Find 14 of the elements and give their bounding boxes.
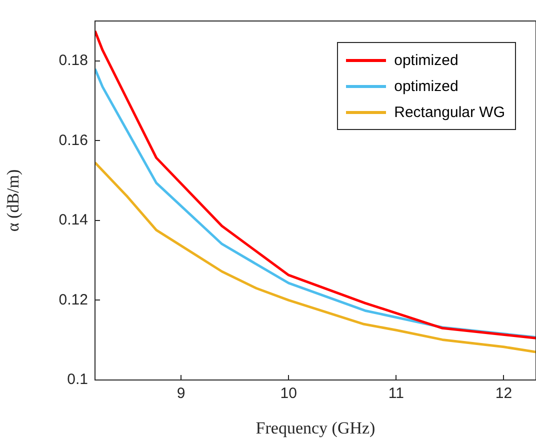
y-tick-label: 0.14: [58, 212, 88, 229]
x-tick-label: 10: [280, 385, 297, 402]
x-tick-label: 9: [176, 385, 186, 402]
x-tick-label: 11: [388, 385, 404, 402]
legend-label: optimized: [394, 78, 458, 94]
legend-label: optimized: [394, 52, 458, 68]
y-axis-title: α (dB/m): [4, 169, 23, 232]
y-tick-label: 0.12: [58, 291, 88, 308]
y-tick-label: 0.16: [58, 132, 88, 149]
y-tick-label: 0.1: [67, 371, 88, 388]
y-tick-label: 0.18: [58, 52, 88, 70]
legend-label: Rectangular WG: [394, 104, 505, 120]
x-axis-title: Frequency (GHz): [256, 418, 376, 438]
x-tick-label: 12: [495, 385, 512, 402]
